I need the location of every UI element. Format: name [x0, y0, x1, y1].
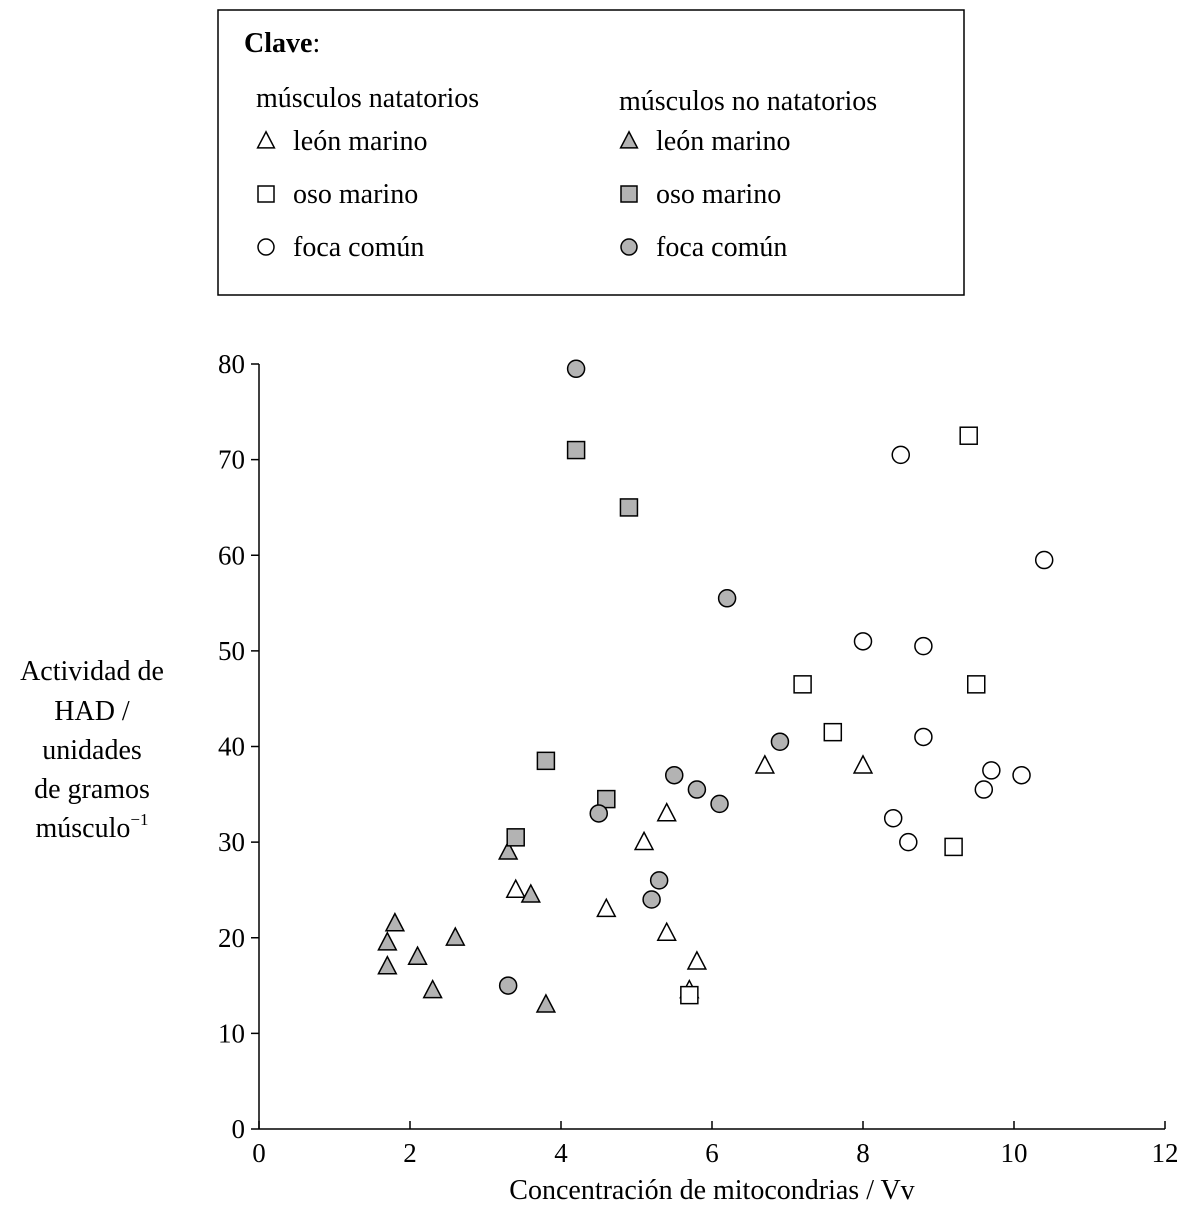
point-triangle-filled [497, 840, 519, 860]
legend-circle-filled-icon [620, 238, 638, 256]
point-triangle-filled [535, 993, 557, 1013]
x-tick-label: 8 [856, 1138, 870, 1168]
data-points [377, 359, 1054, 1013]
point-circle-open [853, 632, 873, 651]
point-circle-open [974, 780, 994, 799]
y-tick-label: 60 [218, 540, 245, 570]
y-tick-label: 40 [218, 732, 245, 762]
y-tick-label: 50 [218, 636, 245, 666]
x-tick-label: 4 [554, 1138, 568, 1168]
point-square-open [967, 675, 986, 694]
point-square-filled [597, 789, 616, 809]
legend-group-nonswimming: músculos no natatorios [619, 86, 877, 117]
x-axis-label: Concentración de mitocondrias / Vv [509, 1175, 914, 1206]
point-triangle-open [754, 754, 776, 774]
legend-entry-label: león marino [293, 126, 428, 157]
legend-title: Clave: [244, 28, 320, 59]
legend-entry-label: foca común [293, 232, 424, 263]
y-tick-label: 20 [218, 923, 245, 953]
legend-circle-open-icon [257, 238, 275, 256]
y-axis-label: Actividad de HAD / unidades de gramos mú… [20, 656, 164, 844]
x-tick-label: 10 [1001, 1138, 1028, 1168]
legend-square-open-icon [257, 185, 275, 203]
y-axis-label-line-1: Actividad de [20, 656, 164, 687]
legend-entry-label: oso marino [293, 179, 418, 210]
y-tick-label: 10 [218, 1018, 245, 1048]
axes: 0 2 4 6 8 10 12 0 10 20 30 40 50 60 70 80 [218, 349, 1179, 1168]
x-tick-label: 0 [252, 1138, 266, 1168]
point-circle-open [1034, 550, 1054, 570]
point-triangle-open [505, 878, 526, 899]
point-triangle-open [656, 921, 677, 942]
x-tick-label: 2 [403, 1138, 417, 1168]
y-axis-label-line-5: músculo−1 [36, 810, 149, 844]
point-triangle-filled [407, 945, 428, 965]
point-square-open [944, 837, 963, 857]
point-circle-filled [566, 359, 586, 379]
point-square-filled [536, 751, 556, 771]
point-triangle-filled [377, 955, 398, 975]
point-triangle-filled [384, 912, 406, 932]
point-triangle-open [852, 754, 874, 774]
legend-group-swimming: músculos natatorios [256, 83, 479, 114]
point-square-filled [566, 440, 586, 460]
legend-entry-label: foca común [656, 232, 787, 263]
point-square-filled [506, 828, 525, 847]
legend-triangle-open-icon [256, 130, 276, 149]
y-axis-label-line-4: de gramos [34, 774, 150, 805]
point-circle-open [891, 445, 910, 465]
point-circle-filled [498, 976, 518, 995]
legend-triangle-filled-icon [619, 130, 639, 149]
y-tick-label: 30 [218, 827, 245, 857]
point-circle-filled [687, 780, 707, 799]
point-circle-open [982, 761, 1001, 780]
legend-square-filled-icon [620, 185, 638, 203]
point-circle-filled [665, 765, 684, 785]
y-tick-label: 80 [218, 349, 245, 379]
point-circle-open [914, 636, 933, 656]
point-circle-open [914, 727, 933, 747]
point-circle-filled [649, 871, 669, 890]
point-triangle-filled [520, 883, 541, 903]
point-triangle-open [656, 802, 677, 822]
legend-box [217, 9, 965, 296]
y-axis-label-line-3: unidades [42, 735, 142, 766]
point-circle-open [899, 832, 918, 852]
point-circle-open [1012, 765, 1031, 785]
point-triangle-filled [377, 931, 398, 951]
point-circle-filled [770, 732, 790, 751]
point-circle-filled [717, 589, 737, 608]
y-tick-label: 0 [232, 1114, 246, 1144]
x-tick-label: 6 [705, 1138, 719, 1168]
point-square-open [793, 675, 812, 694]
point-circle-filled [589, 804, 608, 823]
y-tick-label: 70 [218, 445, 245, 475]
point-triangle-open [633, 830, 655, 851]
point-circle-filled [710, 794, 729, 814]
point-square-open [680, 985, 699, 1005]
point-triangle-open [686, 950, 708, 970]
point-circle-filled [642, 890, 661, 909]
y-axis-label-line-2: HAD / [54, 696, 130, 727]
point-triangle-open [596, 897, 617, 918]
legend-entry-label: oso marino [656, 179, 781, 210]
point-square-open [959, 426, 978, 445]
legend: Clave: músculos natatorios músculos no n… [217, 9, 965, 296]
point-triangle-filled [422, 978, 443, 999]
point-square-filled [619, 498, 639, 517]
point-square-open [823, 722, 843, 742]
point-circle-open [883, 808, 903, 828]
x-tick-label: 12 [1152, 1138, 1179, 1168]
point-triangle-filled [445, 926, 466, 946]
legend-entry-label: león marino [656, 126, 791, 157]
